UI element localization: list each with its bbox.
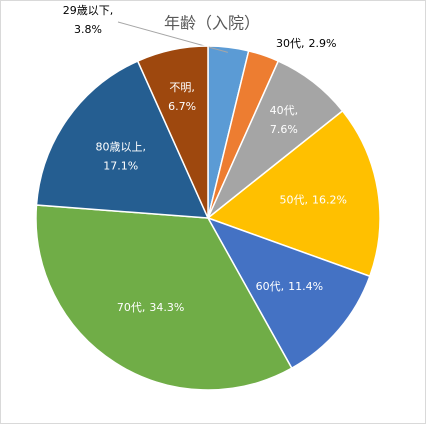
data-label-separator: ,: [304, 194, 308, 207]
data-label-category: 80歳以上: [96, 141, 143, 154]
data-label-category: 40代: [270, 104, 295, 117]
data-label: 70代, 34.3%: [117, 301, 184, 314]
data-label: 50代, 16.2%: [279, 194, 346, 207]
chart-title: 年齢（入院）: [164, 14, 260, 33]
data-label-separator: ,: [301, 37, 305, 50]
data-label-category: 50代: [279, 194, 304, 207]
data-label-value: 2.9%: [309, 37, 337, 50]
data-label-category: 不明: [169, 81, 191, 94]
data-label-value: 34.3%: [149, 301, 184, 314]
data-label-category: 60代: [256, 280, 281, 293]
data-label-separator: ,: [143, 141, 147, 154]
data-label: 29歳以下, 3.8%: [63, 4, 114, 36]
data-label: 30代, 2.9%: [276, 37, 336, 50]
data-label-category: 30代: [276, 37, 301, 50]
data-label-value: 11.4%: [288, 280, 323, 293]
pie-slice: [136, 45, 209, 219]
data-label-value: 7.6%: [270, 123, 298, 136]
data-label-category: 29歳以下: [63, 4, 110, 17]
data-label-value: 16.2%: [312, 194, 347, 207]
data-label: 不明, 6.7%: [168, 81, 196, 113]
data-label-value: 17.1%: [103, 160, 138, 173]
data-label: 60代, 11.4%: [256, 280, 323, 293]
pie-slice: [206, 109, 381, 278]
data-label-value: 6.7%: [168, 100, 196, 113]
pie-slice: [35, 60, 210, 219]
data-label-separator: ,: [295, 104, 299, 117]
data-label-category: 70代: [117, 301, 142, 314]
data-label-separator: ,: [191, 81, 195, 94]
data-label: 40代, 7.6%: [270, 104, 299, 136]
data-label-separator: ,: [281, 280, 285, 293]
data-label-separator: ,: [142, 301, 146, 314]
data-label-separator: ,: [110, 4, 114, 17]
data-label: 80歳以上, 17.1%: [96, 141, 147, 173]
data-label-value: 3.8%: [74, 23, 102, 36]
pie-slice: [35, 204, 293, 391]
pie-slice: [206, 216, 371, 370]
leader-line: [117, 21, 229, 53]
